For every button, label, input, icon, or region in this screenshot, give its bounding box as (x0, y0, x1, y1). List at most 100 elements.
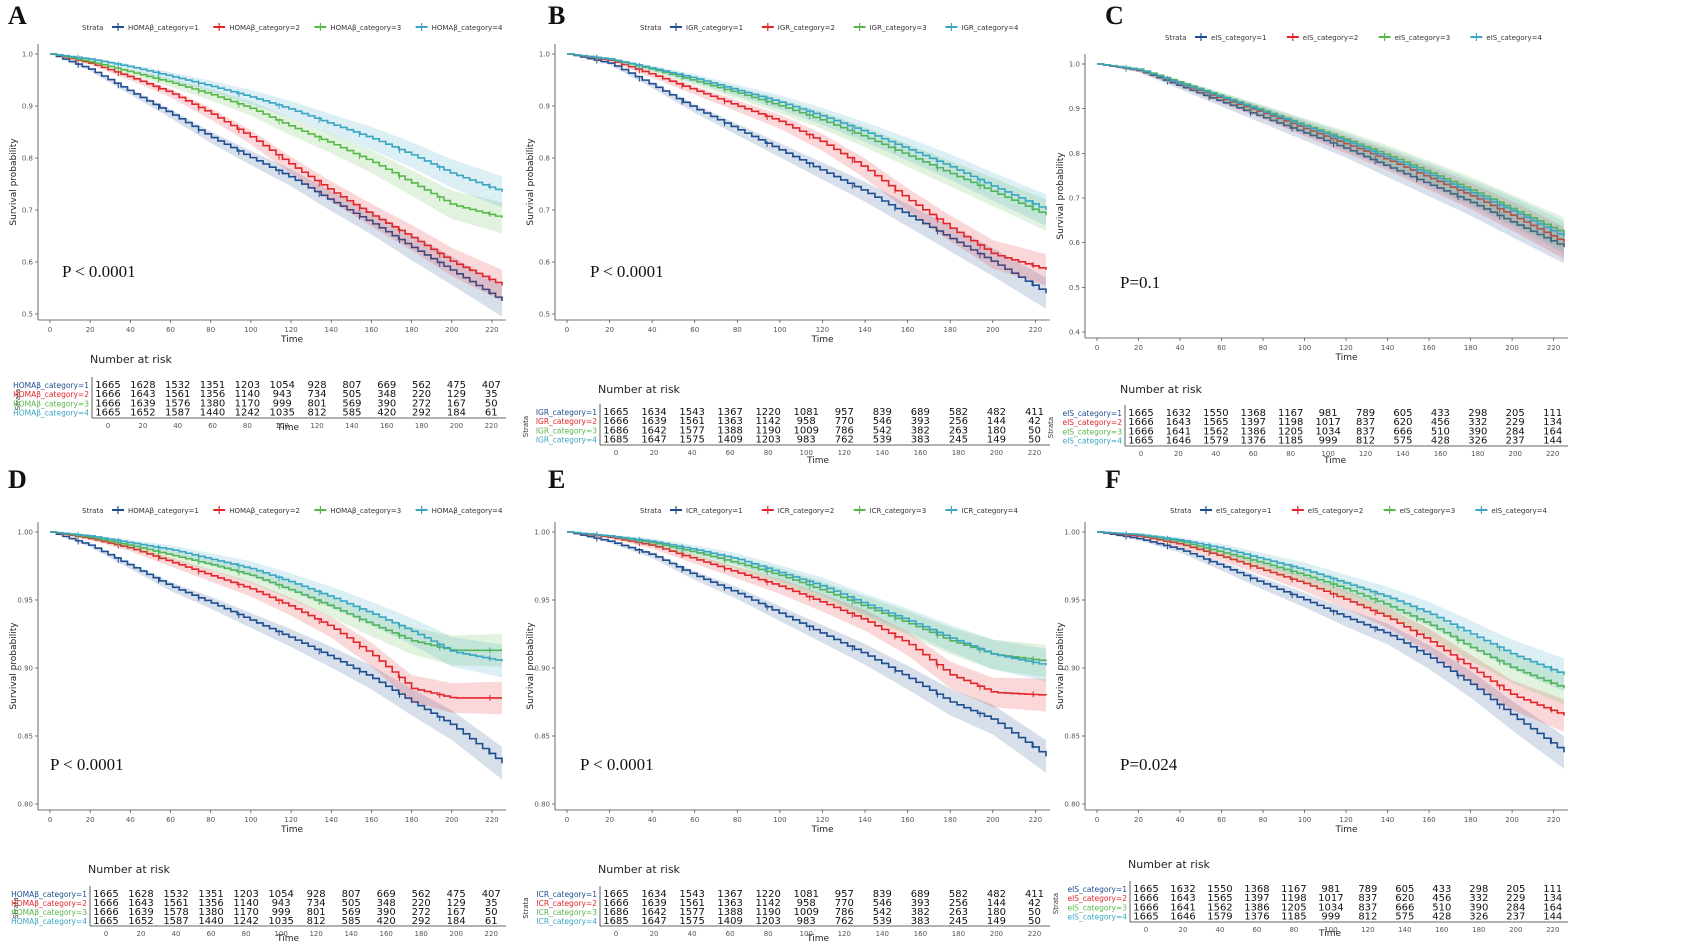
y-tick-label: 0.90 (534, 665, 550, 673)
risk-count: 786 (835, 907, 854, 918)
x-tick-label: 100 (1298, 344, 1311, 352)
risk-x-tick-label: 20 (138, 422, 147, 430)
legend-entry: ICR_category=2 (778, 507, 835, 515)
risk-x-tick-label: 40 (172, 930, 181, 938)
survival-curve-eis-category-4 (1097, 63, 1565, 238)
risk-count: 837 (1358, 902, 1377, 913)
risk-count: 1376 (1241, 436, 1266, 447)
risk-count: 1652 (130, 408, 155, 419)
risk-count: 184 (447, 408, 466, 419)
x-tick-label: 40 (126, 816, 135, 824)
risk-count: 575 (1393, 436, 1412, 447)
risk-count: 326 (1469, 912, 1488, 923)
risk-count: 1666 (603, 416, 628, 427)
risk-count: 943 (273, 389, 292, 400)
p-value: P < 0.0001 (580, 755, 654, 774)
x-tick-label: 200 (445, 816, 458, 824)
y-tick-label: 0.6 (539, 259, 551, 267)
risk-count: 428 (1432, 912, 1451, 923)
risk-count: 1368 (1244, 884, 1269, 895)
risk-count: 1643 (130, 389, 155, 400)
risk-count: 229 (1506, 417, 1525, 428)
x-tick-label: 220 (485, 326, 498, 334)
x-tick-label: 220 (1029, 326, 1042, 334)
legend-entry: HOMAβ_category=2 (229, 24, 300, 32)
x-tick-label: 20 (86, 816, 95, 824)
legend-title: Strata (640, 24, 661, 32)
survival-curve-homa-category-4 (50, 531, 503, 662)
risk-count: 1575 (679, 916, 704, 927)
risk-x-tick-label: 220 (485, 930, 498, 938)
y-tick-label: 0.95 (534, 597, 550, 605)
risk-count: 837 (1356, 426, 1375, 437)
risk-count: 332 (1469, 893, 1488, 904)
risk-count: 1641 (1170, 902, 1195, 913)
risk-count: 1034 (1315, 426, 1340, 437)
risk-count: 999 (1321, 912, 1340, 923)
y-tick-label: 1.00 (534, 529, 550, 537)
risk-count: 789 (1356, 408, 1375, 419)
risk-count: 332 (1468, 417, 1487, 428)
x-tick-label: 100 (773, 326, 786, 334)
y-axis-label: Survival probability (9, 138, 19, 226)
risk-count: 562 (412, 889, 431, 900)
risk-table-title: Number at risk (598, 863, 681, 876)
panel-label: A (8, 1, 27, 30)
risk-x-tick-label: 60 (1252, 926, 1261, 934)
risk-x-axis-label: Time (806, 934, 829, 944)
panel-label: B (548, 1, 565, 30)
p-value: P=0.024 (1120, 755, 1178, 774)
risk-count: 1632 (1166, 408, 1191, 419)
x-tick-label: 180 (405, 326, 418, 334)
risk-count: 1632 (1170, 884, 1195, 895)
risk-count: 807 (342, 889, 361, 900)
risk-count: 1170 (235, 398, 260, 409)
risk-count: 1017 (1315, 417, 1340, 428)
risk-count: 1550 (1203, 408, 1228, 419)
risk-count: 510 (1432, 902, 1451, 913)
risk-x-tick-label: 120 (838, 930, 851, 938)
risk-count: 542 (873, 425, 892, 436)
risk-count: 539 (873, 916, 892, 927)
x-tick-label: 160 (901, 326, 914, 334)
risk-count: 999 (272, 907, 291, 918)
risk-count: 786 (835, 425, 854, 436)
risk-x-tick-label: 180 (415, 930, 428, 938)
y-axis-label: Survival probability (1056, 622, 1066, 710)
risk-row-label: HOMAβ_category=3 (11, 908, 87, 917)
risk-row-label: HOMAβ_category=2 (13, 390, 89, 399)
risk-count: 1642 (641, 425, 666, 436)
risk-x-axis-label: Time (1323, 456, 1346, 466)
risk-count: 1666 (1133, 902, 1158, 913)
risk-count: 812 (1358, 912, 1377, 923)
survival-curve-homa-category-3 (50, 53, 503, 218)
risk-table-strata-label: Strata (522, 897, 530, 918)
risk-count: 807 (342, 380, 361, 391)
risk-count: 1142 (755, 416, 780, 427)
risk-row-label: eIS_category=2 (1062, 418, 1122, 427)
risk-count: 1665 (1133, 912, 1158, 923)
risk-row-label: eIS_category=1 (1062, 409, 1122, 418)
y-axis-label: Survival probability (526, 138, 536, 226)
legend-entry: eIS_category=2 (1303, 34, 1359, 42)
y-axis-label: Survival probability (9, 622, 19, 710)
risk-count: 256 (949, 898, 968, 909)
risk-count: 35 (485, 898, 498, 909)
risk-x-tick-label: 140 (345, 422, 358, 430)
risk-table-title: Number at risk (88, 863, 171, 876)
risk-count: 263 (949, 907, 968, 918)
risk-row-label: eIS_category=2 (1067, 894, 1127, 903)
risk-count: 42 (1028, 416, 1041, 427)
risk-x-tick-label: 120 (838, 449, 851, 457)
risk-count: 383 (911, 916, 930, 927)
risk-count: 1388 (717, 425, 742, 436)
risk-row-label: ICR_category=2 (536, 899, 597, 908)
risk-count: 1665 (95, 380, 120, 391)
risk-count: 958 (797, 416, 816, 427)
risk-count: 1167 (1278, 408, 1303, 419)
risk-count: 1561 (679, 898, 704, 909)
survival-curve-homa-category-2 (50, 53, 503, 286)
y-tick-label: 0.85 (1064, 733, 1080, 741)
risk-count: 393 (911, 898, 930, 909)
